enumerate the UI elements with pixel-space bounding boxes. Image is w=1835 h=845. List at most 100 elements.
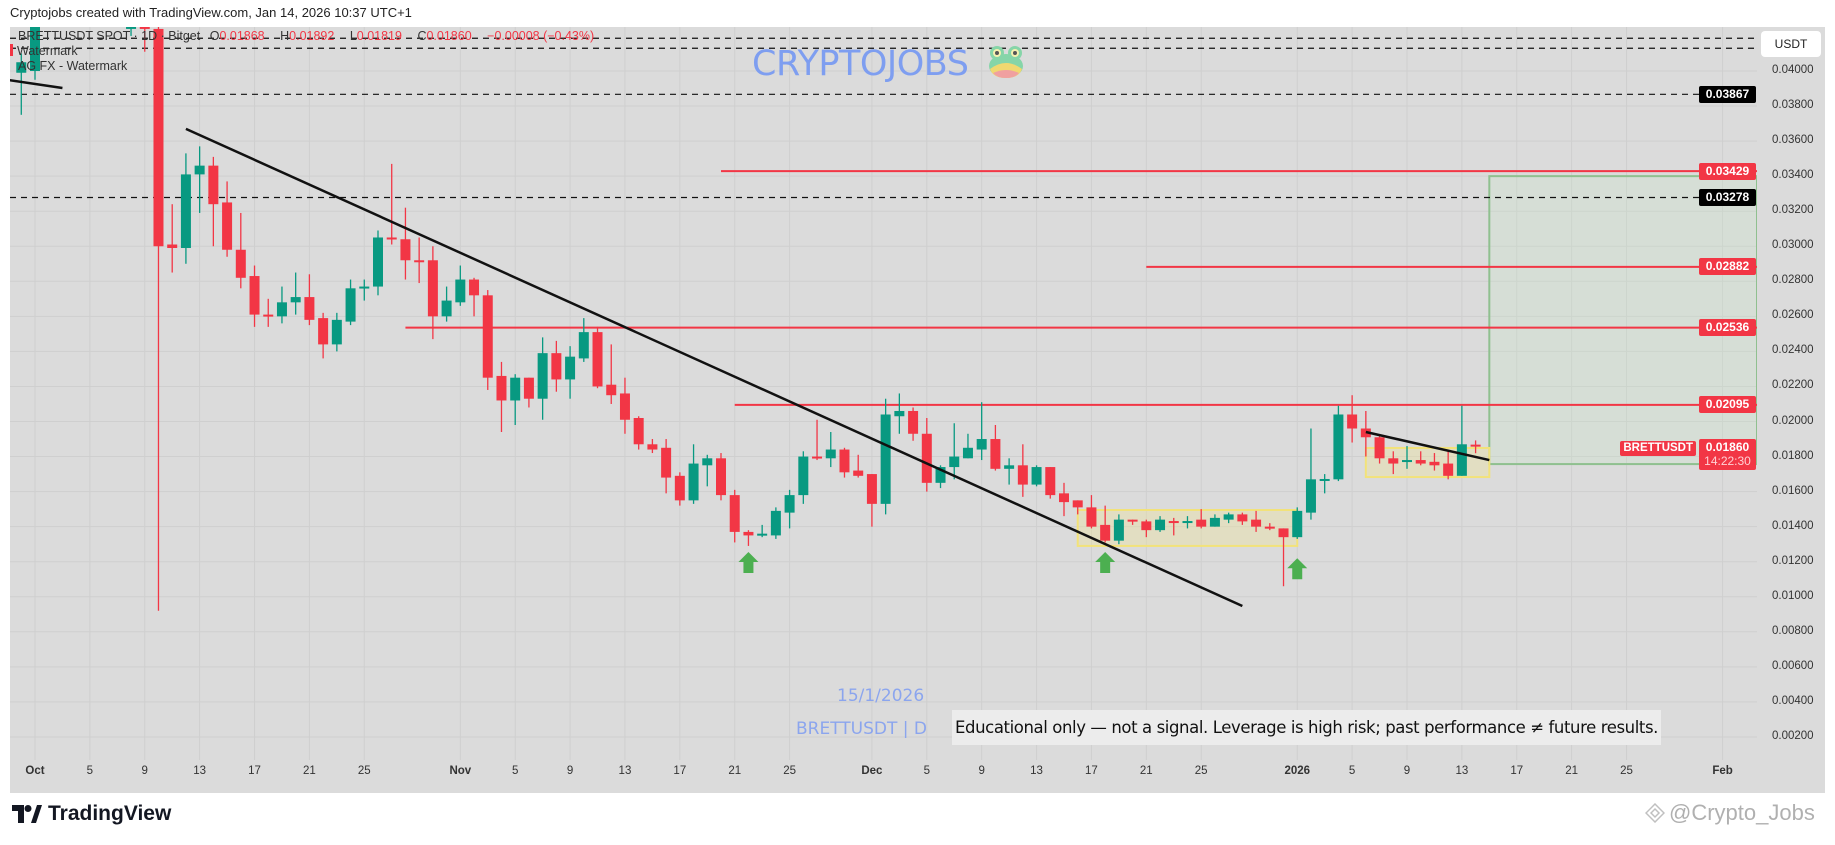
time-tick: 9 xyxy=(566,765,574,777)
candle-body xyxy=(400,239,411,261)
candle xyxy=(1072,500,1083,515)
candle xyxy=(139,27,150,52)
candle xyxy=(359,279,370,301)
currency-selector[interactable]: USDT xyxy=(1761,31,1821,57)
candle xyxy=(153,27,164,611)
candle-body xyxy=(880,414,891,504)
candle xyxy=(180,153,191,264)
candle-body xyxy=(1374,437,1385,459)
candle xyxy=(866,474,877,527)
time-tick: 17 xyxy=(673,765,687,777)
candle xyxy=(318,312,329,359)
time-tick: 25 xyxy=(357,765,371,777)
candle-body xyxy=(496,375,507,401)
time-tick: Feb xyxy=(1712,765,1733,777)
price-tick: 0.01600 xyxy=(1772,484,1814,497)
time-tick: 21 xyxy=(302,765,316,777)
candle xyxy=(469,277,480,317)
candle xyxy=(1017,444,1028,497)
candle xyxy=(606,344,617,404)
candle-body xyxy=(30,27,40,71)
price-tick: 0.00600 xyxy=(1772,659,1814,672)
candle-body xyxy=(1209,517,1220,527)
candle xyxy=(1127,519,1138,525)
candle-body xyxy=(276,302,287,317)
candle-body xyxy=(1086,507,1097,527)
buy-arrows xyxy=(738,552,1308,580)
candle-body xyxy=(1251,519,1262,527)
price-level-badge: 0.03867 xyxy=(1699,85,1756,103)
candle-body xyxy=(523,377,534,399)
candle xyxy=(373,230,383,296)
candle-body xyxy=(222,202,233,250)
time-tick: 9 xyxy=(1403,765,1411,777)
candle xyxy=(1429,453,1440,471)
candle xyxy=(1333,405,1344,482)
legend-symbol[interactable]: BRETTUSDT SPOT · 1D · Bitget xyxy=(18,29,201,43)
candle-body xyxy=(1443,463,1454,476)
candle xyxy=(1443,451,1454,480)
candle-body xyxy=(757,533,768,536)
candle xyxy=(716,453,726,501)
symbol-watermark: BRETTUSDT | D xyxy=(796,719,928,739)
candle-body xyxy=(345,288,356,322)
candle-body xyxy=(633,417,644,445)
time-tick: 5 xyxy=(1348,765,1356,777)
price-level-badge: 0.02536 xyxy=(1699,319,1756,337)
price-tick: 0.03400 xyxy=(1772,169,1814,182)
time-tick: 13 xyxy=(193,765,207,777)
candle-body xyxy=(1264,526,1275,529)
indicator-agfx-watermark[interactable]: AG FX - Watermark xyxy=(18,59,128,73)
candle-body xyxy=(921,433,932,483)
candle-body xyxy=(441,300,452,317)
candle-body xyxy=(1237,514,1248,522)
indicator-watermark[interactable]: Watermark xyxy=(10,44,600,59)
time-tick: 9 xyxy=(141,765,148,777)
candle-body xyxy=(1182,521,1193,524)
candle xyxy=(1196,509,1207,529)
candle xyxy=(770,507,781,539)
candle-body xyxy=(839,449,850,473)
time-tick: Dec xyxy=(861,765,883,777)
candle xyxy=(1059,482,1069,517)
candle-body xyxy=(167,244,178,249)
candle xyxy=(894,393,905,434)
time-tick: 5 xyxy=(923,765,930,777)
price-tick: 0.01800 xyxy=(1772,449,1814,462)
consolidation-box xyxy=(1364,446,1491,479)
candle xyxy=(1031,465,1042,487)
candle xyxy=(1456,405,1467,476)
candle-body xyxy=(949,456,960,468)
candle-body xyxy=(427,260,438,317)
candle-body xyxy=(894,410,905,417)
candle-body xyxy=(592,332,603,387)
candle-body xyxy=(578,332,589,359)
candle-body xyxy=(1031,467,1042,485)
candle-body xyxy=(455,279,466,303)
chart-panel[interactable] xyxy=(10,27,1825,793)
price-tick: 0.00200 xyxy=(1772,729,1814,742)
candle-body xyxy=(606,384,617,396)
tradingview-logo[interactable]: TradingView xyxy=(12,802,171,826)
candle xyxy=(523,377,534,408)
candle xyxy=(1402,446,1412,469)
price-tick: 0.04000 xyxy=(1772,64,1814,76)
candle-body xyxy=(208,165,219,205)
candle xyxy=(345,279,356,326)
candle-body xyxy=(729,495,740,532)
candle-body xyxy=(139,27,150,29)
candle xyxy=(1045,467,1056,499)
price-tick: 0.00400 xyxy=(1772,694,1814,707)
candle-body xyxy=(482,295,493,378)
candle xyxy=(16,53,27,115)
candle-body xyxy=(1072,500,1083,508)
candle-body xyxy=(263,314,274,317)
legend-low: 0.01819 xyxy=(356,29,402,43)
price-tick: 0.02600 xyxy=(1772,309,1814,322)
buy-arrow-icon xyxy=(1095,552,1116,574)
time-tick: 17 xyxy=(1510,765,1524,777)
buy-arrow-icon xyxy=(738,552,759,574)
candle-body xyxy=(770,510,781,536)
time-tick: 17 xyxy=(248,765,261,777)
candle xyxy=(167,204,178,273)
